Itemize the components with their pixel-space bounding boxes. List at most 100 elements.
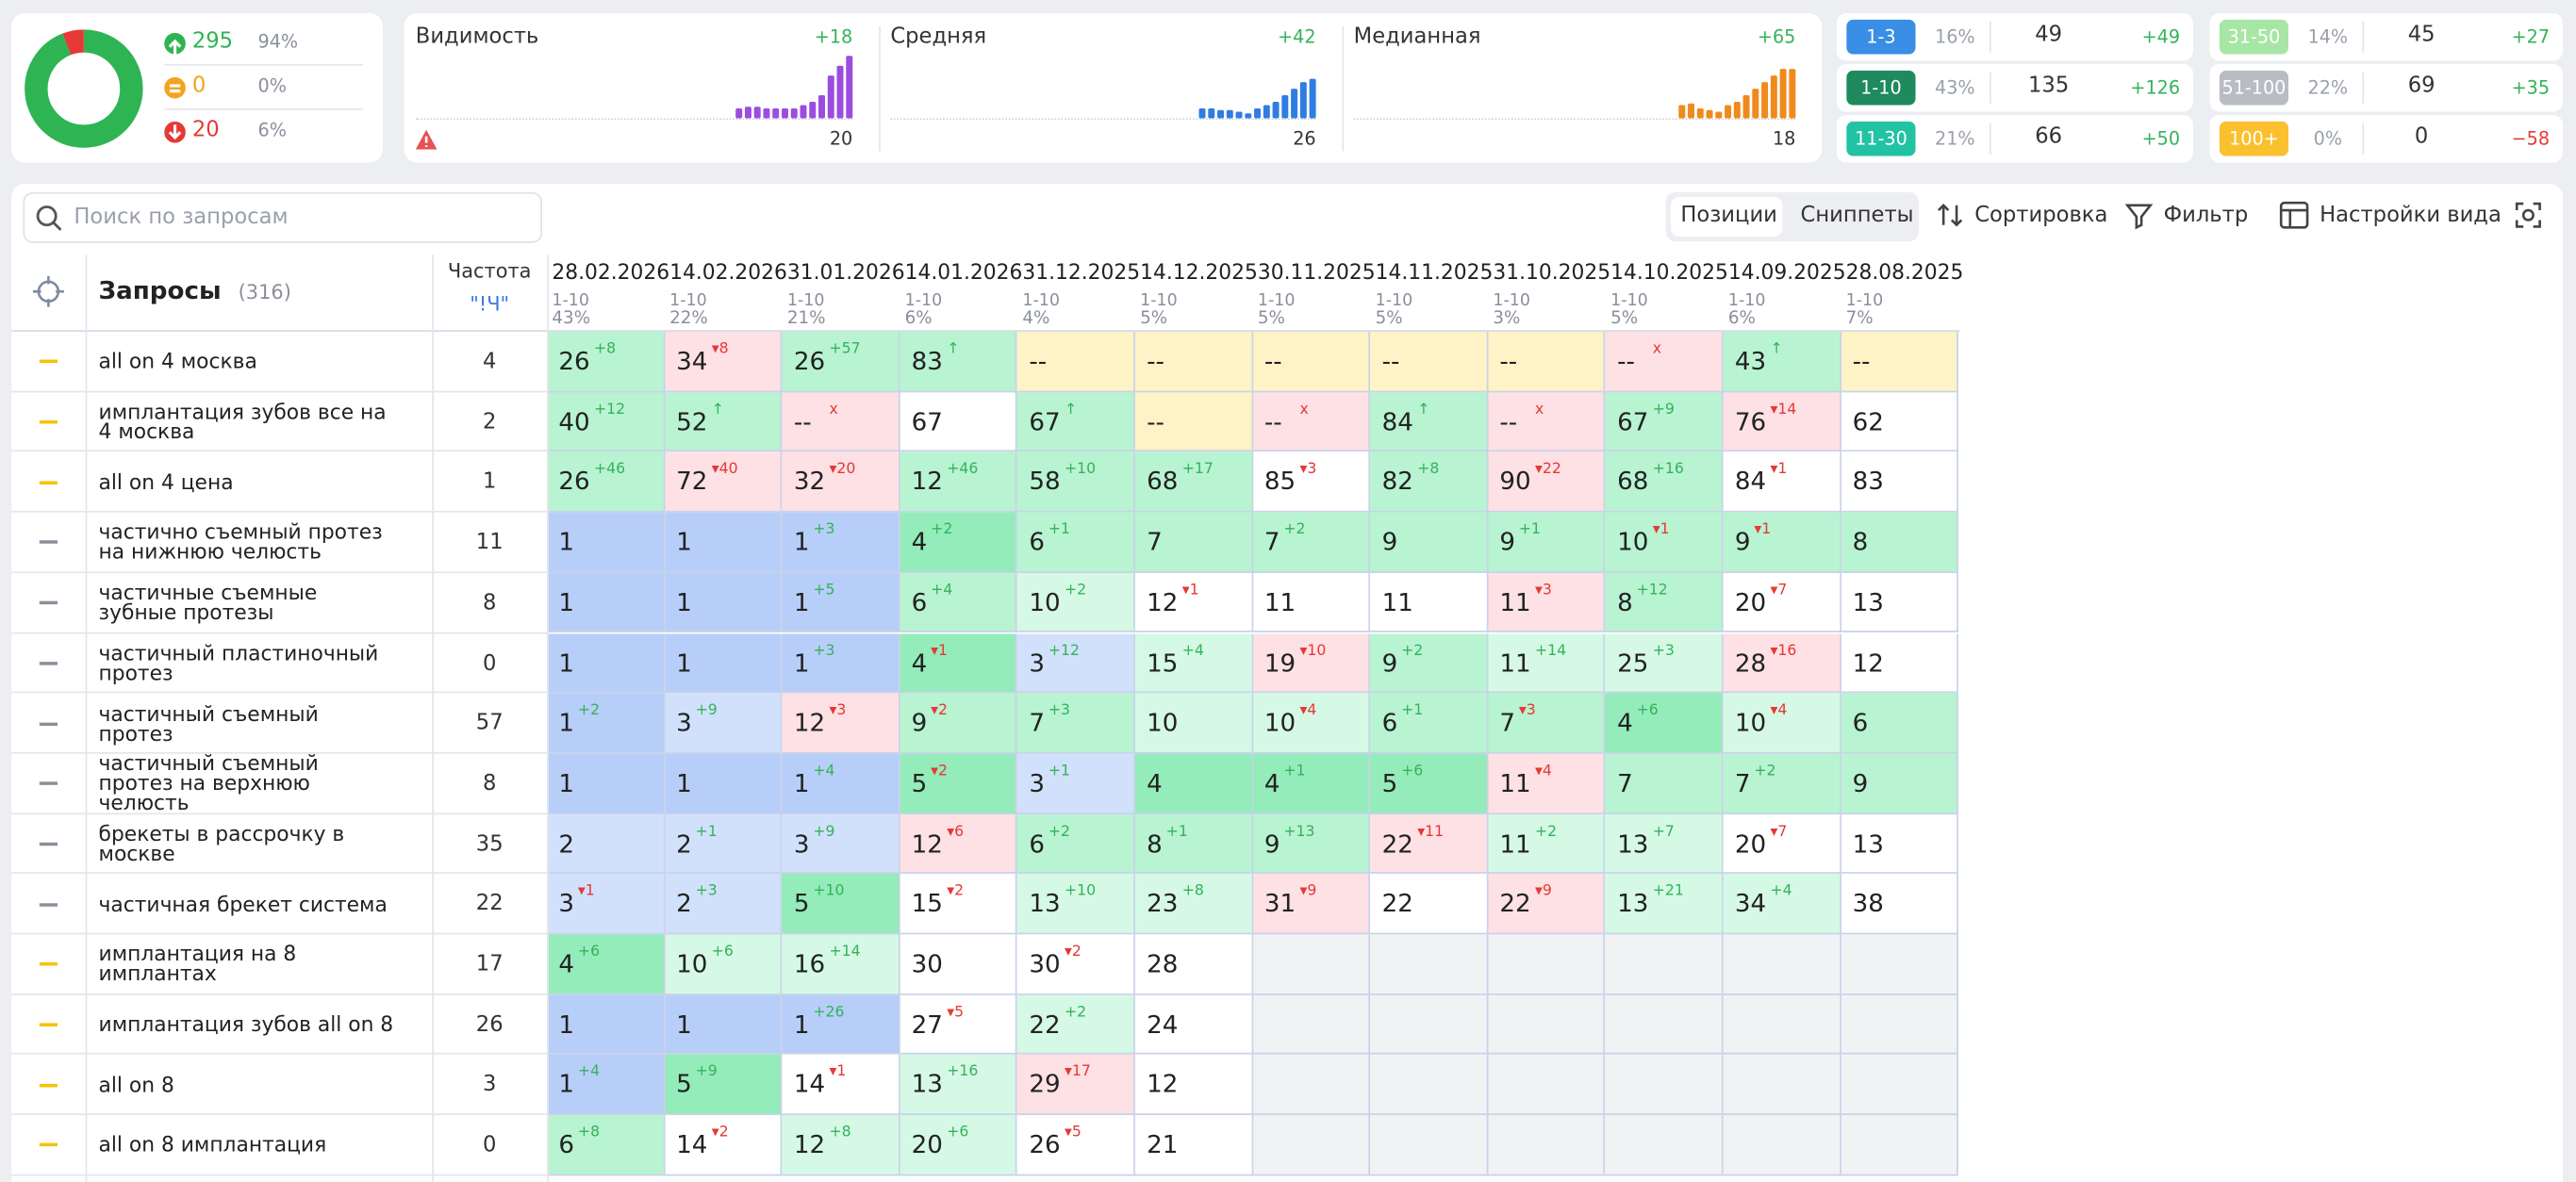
position-change: ▾5 <box>947 1004 965 1022</box>
column-border <box>547 254 549 1182</box>
position-value: 34 <box>1734 889 1767 919</box>
position-change: +17 <box>1181 462 1214 479</box>
query[interactable]: all on 8 <box>99 1055 395 1115</box>
position-change: +6 <box>947 1125 969 1142</box>
sort-icon[interactable] <box>1935 201 1964 230</box>
query-text: частичный съемный протез на верхнюю челю… <box>98 750 319 815</box>
sparkline-bar <box>827 75 834 119</box>
position-cell <box>1841 1055 1959 1116</box>
position-cell: 2 +1 <box>664 813 783 875</box>
position-value: -- <box>1147 346 1164 376</box>
sparkline-bar <box>1789 69 1796 119</box>
position-value: 11 <box>1263 587 1296 617</box>
refresh-icon[interactable] <box>2514 201 2543 230</box>
sparkline-bar <box>744 107 751 119</box>
position-cell: -- x <box>1605 331 1724 392</box>
sparkline-bar <box>1779 69 1787 119</box>
query[interactable]: частично съемный протез на нижнюю челюст… <box>99 513 395 573</box>
position-cell <box>1252 994 1371 1056</box>
tab-group: Позиции Сниппеты <box>1665 191 1920 242</box>
sparkline-bar <box>1272 102 1280 119</box>
query[interactable]: all on 8 имплантация <box>99 1115 395 1175</box>
status-share: 6% <box>257 120 287 141</box>
column-border <box>432 254 434 1182</box>
sparkline-bar <box>1226 109 1233 119</box>
position-value: 7 <box>1734 768 1751 798</box>
position-cell: 22 <box>1370 874 1489 935</box>
tab[interactable]: Сниппеты <box>1800 204 1914 229</box>
query[interactable]: all on 4 москва <box>99 332 395 392</box>
query[interactable]: частичный съемный протез на верхнюю челю… <box>98 750 395 815</box>
date-share: 4% <box>1022 308 1050 329</box>
query-text: частично съемный протез на нижнюю челюст… <box>98 519 383 565</box>
position-value: 7 <box>1499 708 1515 738</box>
tab[interactable]: Позиции <box>1680 204 1777 229</box>
position-cell: 21 <box>1134 1115 1253 1176</box>
query-text: частичный съемный протез <box>98 700 319 746</box>
position-change: x <box>1652 341 1662 358</box>
position-value: 3 <box>558 889 575 919</box>
position-change: +10 <box>1064 462 1097 479</box>
position-change: ▾1 <box>1770 462 1788 479</box>
position-change: ▾9 <box>1299 883 1317 901</box>
metric-title: Средняя <box>890 25 987 50</box>
view-icon[interactable] <box>2279 201 2310 230</box>
position-cell: 1 +2 <box>547 693 665 754</box>
sparkline-bar <box>1309 78 1316 119</box>
query[interactable]: имплантация зубов all on 8 <box>99 994 395 1055</box>
position-value: 68 <box>1617 467 1649 497</box>
position-cell: 26 +8 <box>547 331 665 392</box>
range-change: +126 <box>2130 76 2181 99</box>
position-value: 5 <box>911 768 928 798</box>
frequency: 2 <box>482 410 497 435</box>
position-value: 34 <box>676 346 708 376</box>
position-value: 9 <box>1381 527 1398 557</box>
position-cell: 1 <box>664 632 783 694</box>
position-cell: 22 +2 <box>1017 994 1135 1056</box>
range-badge: 51-100 <box>2219 70 2289 106</box>
query[interactable]: частичный съемный протез <box>99 694 395 754</box>
search-box[interactable]: Поиск по запросам <box>23 191 542 243</box>
date-range: 1-10 <box>1140 292 1178 311</box>
position-value: 30 <box>1029 949 1061 979</box>
position-cell <box>1252 1055 1371 1116</box>
position-change: +1 <box>1518 522 1542 539</box>
sparkline <box>1678 69 1796 119</box>
position-change: ▾4 <box>1534 763 1552 780</box>
position-value: 6 <box>911 587 928 617</box>
query[interactable]: частичная брекет система <box>99 874 395 934</box>
query[interactable]: all on 4 цена <box>99 452 395 513</box>
position-cell: 84 ↑ <box>1370 391 1489 452</box>
position-value: 7 <box>1617 768 1633 798</box>
sort-button[interactable]: Сортировка <box>1974 204 2108 229</box>
freq-title: Частота <box>447 259 532 283</box>
query[interactable]: брекеты в рассрочку в москве <box>99 813 395 874</box>
query[interactable]: имплантация зубов все на 4 москва <box>99 392 395 452</box>
freq-mode[interactable]: "!Ч" <box>470 292 510 316</box>
query[interactable]: частичный пластиночный протез <box>99 633 395 694</box>
query[interactable]: имплантация на 8 имплантах <box>99 934 395 994</box>
position-cell <box>1252 1115 1371 1176</box>
range-count: 135 <box>2028 74 2070 99</box>
position-cell: 23 +8 <box>1134 874 1253 935</box>
sparkline-bar <box>1281 95 1289 119</box>
position-value: 14 <box>676 1129 708 1160</box>
date-range: 1-10 <box>1727 292 1766 311</box>
date-range: 1-10 <box>669 292 707 311</box>
position-cell: 82 +8 <box>1370 451 1489 513</box>
date-share: 43% <box>552 308 591 329</box>
view-button[interactable]: Настройки вида <box>2320 204 2502 229</box>
filter-icon[interactable] <box>2124 201 2154 230</box>
position-cell <box>1252 934 1371 995</box>
position-cell: 13 <box>1841 572 1959 633</box>
position-value: 1 <box>558 648 575 678</box>
filter-button[interactable]: Фильтр <box>2163 204 2249 229</box>
position-change: +8 <box>829 1125 851 1142</box>
query[interactable]: частичные съемные зубные протезы <box>99 573 395 633</box>
position-change: +26 <box>813 1004 845 1022</box>
donut-segment <box>25 29 143 148</box>
position-cell: 4 <box>1134 753 1253 814</box>
position-cell: 1 <box>547 994 665 1056</box>
date-header: 31.12.2025 <box>1022 259 1141 285</box>
tab-active[interactable] <box>1670 197 1783 237</box>
